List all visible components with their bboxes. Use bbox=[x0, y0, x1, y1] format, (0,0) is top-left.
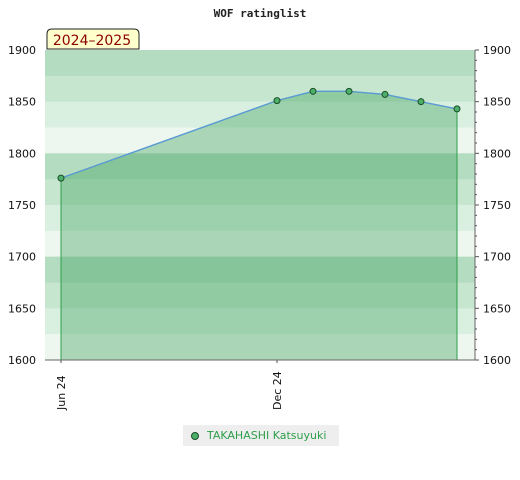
season-label: 2024–2025 bbox=[53, 33, 131, 49]
data-point bbox=[381, 90, 389, 98]
background-band bbox=[45, 75, 475, 103]
chart-title: WOF ratinglist bbox=[214, 7, 307, 20]
background-band bbox=[45, 334, 475, 361]
y-tick-label-right: 1700 bbox=[483, 251, 511, 264]
background-band bbox=[45, 205, 475, 232]
x-tick-label: Jun 24 bbox=[55, 375, 68, 411]
y-tick-label-left: 1650 bbox=[8, 302, 36, 315]
legend-series-name: TAKAHASHI Katsuyuki bbox=[207, 429, 327, 442]
data-point bbox=[57, 174, 65, 182]
chart-legend[interactable]: TAKAHASHI Katsuyuki bbox=[183, 425, 339, 446]
background-band bbox=[45, 50, 475, 77]
x-tick-label: Dec 24 bbox=[271, 371, 284, 410]
data-point bbox=[309, 87, 317, 95]
season-badge: 2024–2025 bbox=[46, 28, 140, 50]
y-tick-label-right: 1800 bbox=[483, 147, 511, 160]
background-band bbox=[45, 256, 475, 283]
y-tick-label-left: 1900 bbox=[8, 44, 36, 57]
y-tick-label-left: 1750 bbox=[8, 199, 36, 212]
y-tick-label-right: 1750 bbox=[483, 199, 511, 212]
legend-marker-icon bbox=[191, 431, 199, 440]
y-tick-label-left: 1600 bbox=[8, 354, 36, 367]
data-point bbox=[453, 105, 461, 113]
y-tick-label-left: 1850 bbox=[8, 96, 36, 109]
data-point bbox=[417, 98, 425, 106]
background-band bbox=[45, 230, 475, 258]
y-tick-label-right: 1600 bbox=[483, 354, 511, 367]
y-tick-label-right: 1900 bbox=[483, 44, 511, 57]
y-tick-label-right: 1850 bbox=[483, 96, 511, 109]
y-tick-label-right: 1650 bbox=[483, 302, 511, 315]
background-band bbox=[45, 282, 475, 309]
y-tick-label-left: 1700 bbox=[8, 251, 36, 264]
data-point bbox=[273, 97, 281, 105]
data-point bbox=[345, 87, 353, 95]
y-tick-label-left: 1800 bbox=[8, 147, 36, 160]
background-band bbox=[45, 308, 475, 335]
background-band bbox=[45, 127, 475, 154]
background-band bbox=[45, 179, 475, 206]
